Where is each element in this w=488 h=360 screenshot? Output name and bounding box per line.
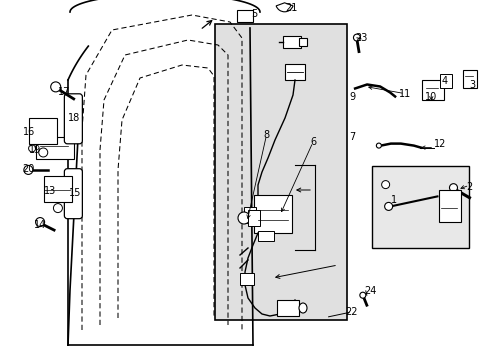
Text: 22: 22 (344, 307, 357, 318)
Bar (439, 73, 451, 87)
Text: 1: 1 (390, 195, 396, 205)
Bar (422, 80, 444, 100)
Text: 13: 13 (44, 186, 57, 196)
Bar (244, 207, 256, 223)
Ellipse shape (28, 145, 36, 152)
Text: 12: 12 (433, 139, 446, 149)
Bar (283, 36, 301, 48)
Ellipse shape (298, 303, 306, 313)
Text: 9: 9 (348, 92, 354, 102)
Bar (298, 38, 306, 46)
Ellipse shape (384, 202, 392, 210)
Ellipse shape (448, 184, 457, 192)
Wedge shape (276, 3, 292, 12)
Bar (215, 24, 346, 320)
Ellipse shape (353, 34, 360, 41)
Ellipse shape (39, 148, 48, 157)
Ellipse shape (381, 181, 389, 189)
Ellipse shape (51, 82, 61, 92)
Ellipse shape (36, 217, 44, 226)
Bar (247, 210, 260, 226)
Ellipse shape (376, 143, 381, 148)
Ellipse shape (359, 292, 365, 298)
Text: 15: 15 (68, 188, 81, 198)
Bar (463, 70, 476, 88)
Ellipse shape (238, 212, 249, 224)
Text: 3: 3 (468, 80, 474, 90)
Ellipse shape (24, 165, 33, 174)
FancyBboxPatch shape (64, 94, 82, 144)
Text: 16: 16 (23, 127, 36, 138)
Text: 7: 7 (348, 132, 354, 142)
Bar (439, 190, 461, 222)
Text: 21: 21 (284, 3, 297, 13)
Text: 24: 24 (364, 286, 376, 296)
Ellipse shape (53, 203, 62, 212)
Text: 4: 4 (441, 76, 447, 86)
Text: 6: 6 (309, 137, 315, 147)
Bar (276, 300, 298, 316)
Bar (44, 176, 72, 202)
Bar (236, 10, 252, 22)
Text: 10: 10 (424, 92, 437, 102)
Bar (258, 231, 273, 241)
Text: 14: 14 (34, 220, 46, 230)
Text: 11: 11 (398, 89, 410, 99)
Text: 19: 19 (29, 145, 41, 156)
Text: 2: 2 (466, 182, 471, 192)
Bar (240, 273, 253, 285)
Text: 20: 20 (22, 164, 35, 174)
Text: 8: 8 (263, 130, 269, 140)
Bar (371, 166, 468, 248)
Text: 23: 23 (355, 33, 367, 43)
Text: 18: 18 (68, 113, 81, 123)
Text: 5: 5 (251, 9, 257, 19)
Bar (29, 118, 57, 144)
Bar (253, 195, 291, 233)
Text: 17: 17 (58, 87, 71, 97)
FancyBboxPatch shape (64, 169, 82, 219)
Bar (36, 138, 74, 159)
Bar (285, 64, 305, 80)
